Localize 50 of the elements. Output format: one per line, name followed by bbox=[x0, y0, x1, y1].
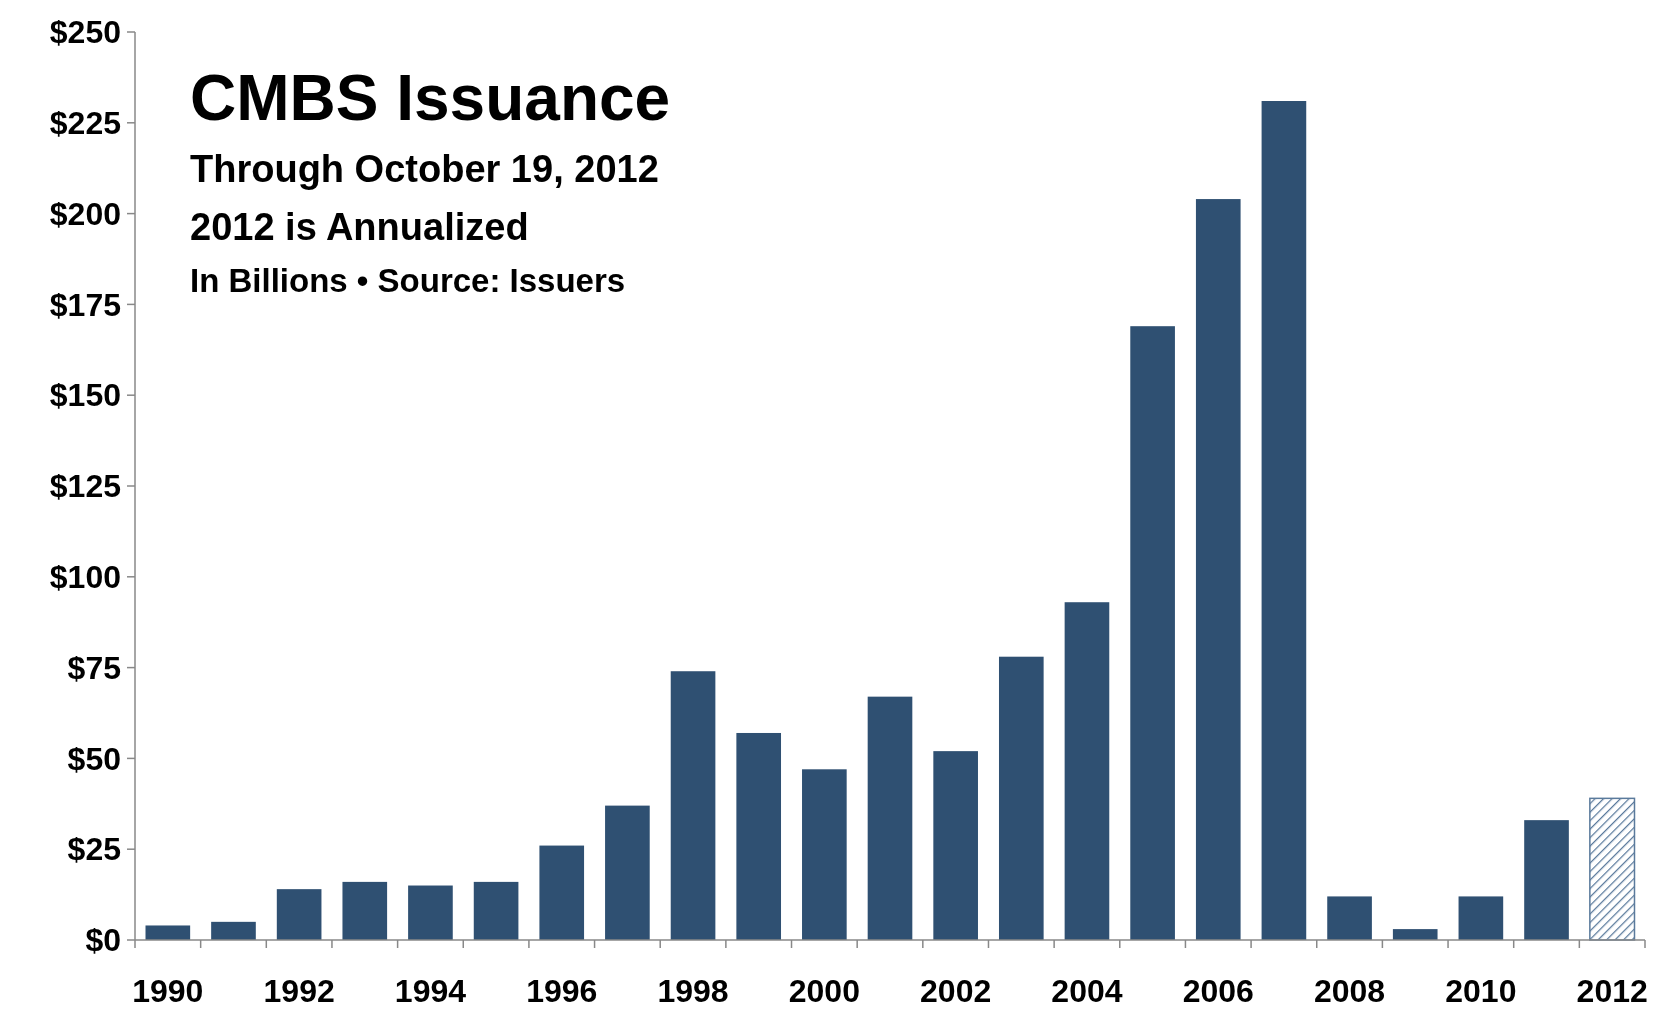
bar bbox=[1589, 797, 1636, 941]
bar bbox=[1392, 929, 1438, 940]
bar bbox=[211, 921, 256, 940]
bar bbox=[802, 769, 847, 940]
y-tick-label: $150 bbox=[49, 377, 121, 414]
bar bbox=[408, 885, 453, 940]
text: CMBS Issuance bbox=[190, 62, 671, 134]
x-tick-label: 1992 bbox=[263, 973, 335, 1009]
annotation: 2012 is Annualized bbox=[190, 206, 529, 248]
x-tick-label: 1998 bbox=[657, 973, 729, 1009]
bar bbox=[1195, 199, 1241, 940]
y-tick-label: $200 bbox=[49, 195, 121, 232]
annotation: In Billions • Source: Issuers bbox=[190, 262, 626, 299]
x-tick-label: 2010 bbox=[1445, 973, 1517, 1009]
x-tick-label: 2008 bbox=[1313, 973, 1386, 1009]
x-tick-label: 2000 bbox=[788, 973, 860, 1009]
y-tick-label: $250 bbox=[49, 14, 121, 51]
bar bbox=[736, 732, 782, 940]
bar bbox=[473, 881, 519, 940]
bar bbox=[605, 805, 650, 940]
bar bbox=[1130, 326, 1175, 940]
bar bbox=[1458, 896, 1504, 940]
bar bbox=[145, 925, 191, 940]
x-tick-label: 2004 bbox=[1051, 973, 1123, 1009]
x-tick-label: 2002 bbox=[920, 973, 992, 1009]
y-tick-label: $25 bbox=[67, 831, 121, 868]
y-tick-label: $125 bbox=[49, 468, 121, 505]
bar bbox=[1064, 602, 1110, 940]
text: Through October 19, 2012 bbox=[190, 148, 659, 190]
bar bbox=[276, 889, 322, 940]
bar bbox=[670, 671, 716, 940]
bar bbox=[1261, 101, 1307, 940]
bar bbox=[867, 696, 913, 940]
y-tick-label: $50 bbox=[67, 740, 121, 777]
x-tick-label: 1994 bbox=[394, 973, 467, 1009]
bar bbox=[1524, 820, 1569, 940]
bar bbox=[539, 845, 585, 940]
x-tick-label: 2012 bbox=[1576, 973, 1648, 1009]
y-tick-label: $225 bbox=[49, 105, 121, 141]
y-tick-label: $75 bbox=[67, 649, 121, 686]
bar bbox=[342, 881, 388, 940]
bar bbox=[1327, 896, 1372, 940]
y-tick-label: $175 bbox=[49, 286, 121, 323]
y-tick-label: $0 bbox=[85, 922, 121, 959]
bar bbox=[933, 751, 978, 940]
x-tick-label: 1996 bbox=[526, 973, 598, 1009]
x-tick-label: 2006 bbox=[1182, 973, 1254, 1009]
bar bbox=[998, 656, 1044, 940]
x-tick-label: 1990 bbox=[132, 973, 204, 1009]
y-tick-label: $100 bbox=[49, 559, 121, 595]
